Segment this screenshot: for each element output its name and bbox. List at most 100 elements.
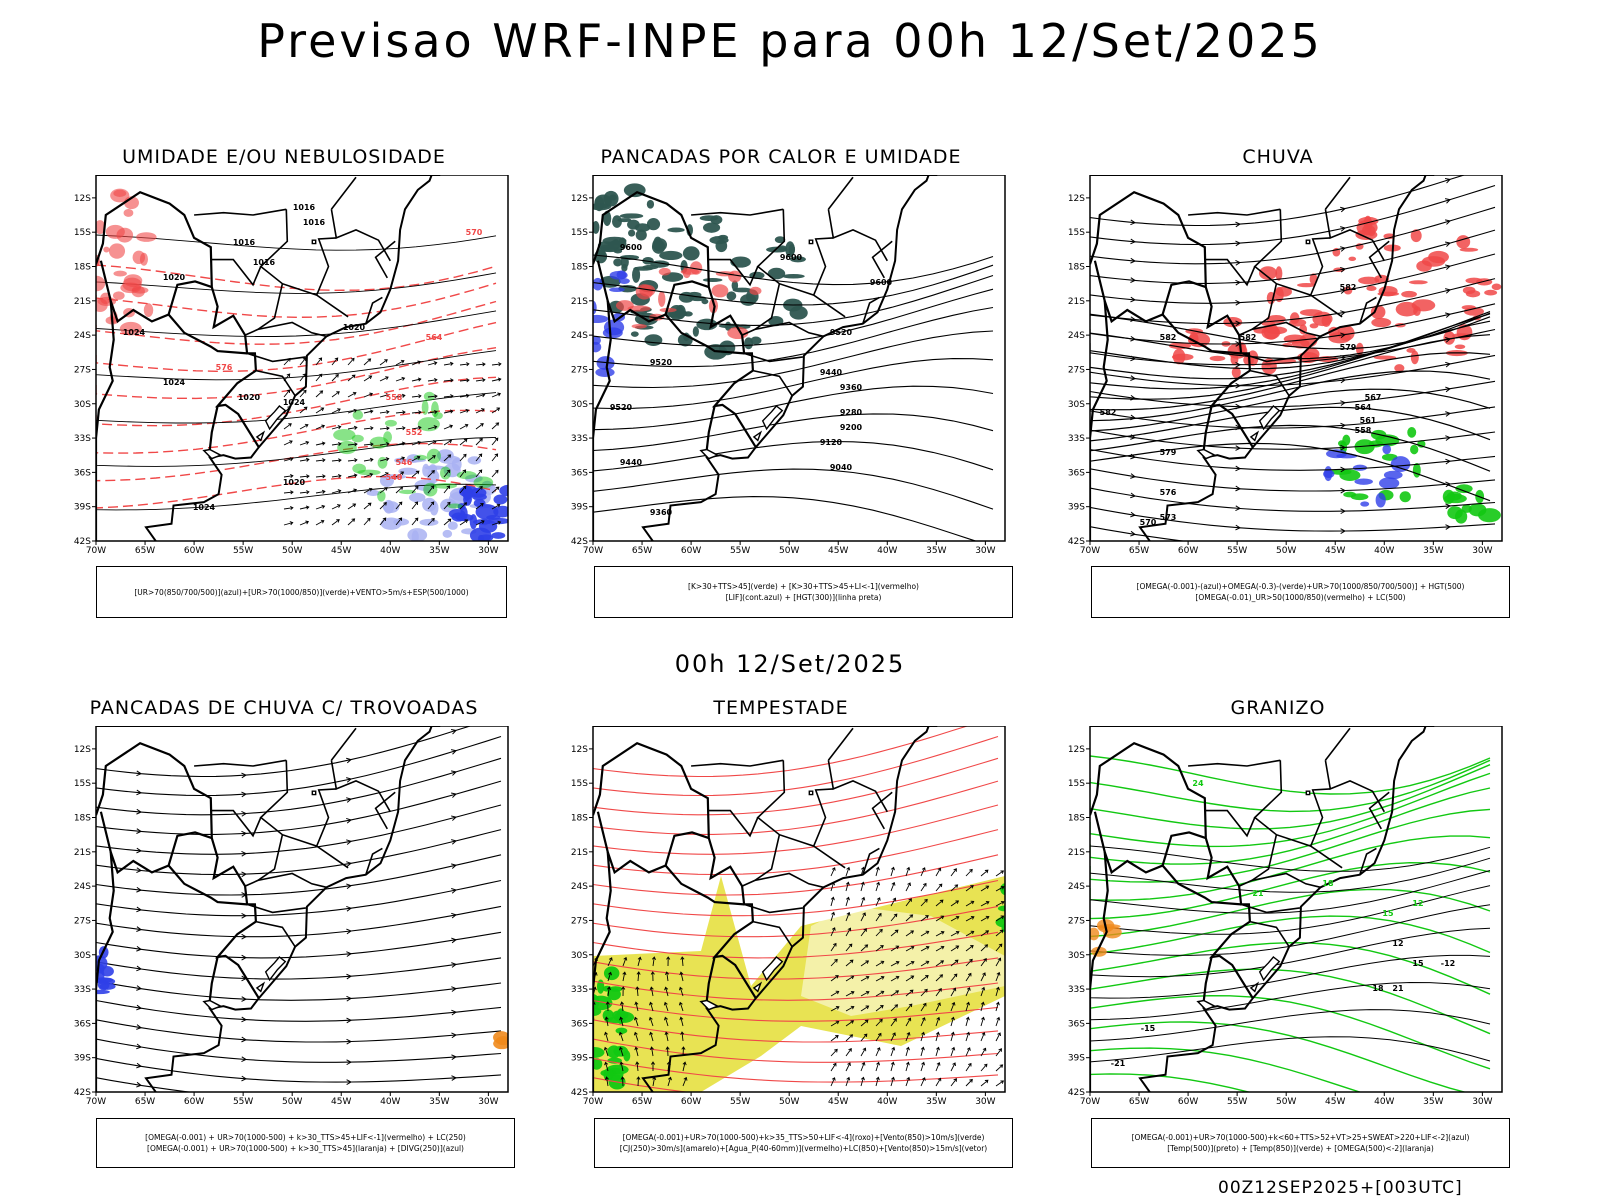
wind-vector [905,945,915,952]
lon-label: 30W [478,1097,498,1106]
wind-vector [680,956,685,967]
shaded-cell [642,264,659,270]
wind-vector [427,377,438,383]
lat-label: 15S [571,228,588,238]
height-contour [1090,352,1491,411]
lat-label: 36S [571,468,588,478]
wind-vector [363,487,373,494]
country-border [96,741,260,999]
map-chuva: 5825825825825795795765735705675645615581… [1068,175,1503,555]
streamline-arrow [346,757,353,764]
shaded-cell [411,530,419,541]
legend-line: [K>30+TTS>45](verde) + [K>30+TTS>45+LI<-… [688,582,919,591]
temp500-contour [1090,1036,1491,1063]
lon-label: 45W [828,1097,848,1106]
streamline [593,829,999,876]
wind-vector [905,898,912,907]
wind-vector [315,519,325,526]
shaded-cell [1410,350,1419,365]
lon-label: 50W [282,546,302,555]
contour-label: 9280 [840,408,863,417]
shaded-cell [728,270,742,283]
wind-vector [443,454,452,462]
lagoon [1249,430,1260,442]
wind-vector [845,911,851,922]
state-border [1359,296,1377,324]
lon-label: 60W [184,546,204,555]
streamline-arrow [136,789,143,796]
shaded-cell [612,215,622,228]
wind-vector [427,409,438,415]
shaded-cell [1291,338,1310,349]
contour-label: 18 [1322,879,1334,888]
state-border [1240,352,1301,363]
streamline-arrow [136,985,143,991]
lon-label: 60W [1178,1097,1198,1106]
country-border [705,956,716,1001]
rio-de-la-plata [1196,448,1217,460]
shaded-cell [423,391,435,401]
contour-label: 567 [1365,393,1382,402]
state-border [1251,321,1321,338]
lat-label: 15S [571,779,588,789]
wind-vector [443,518,452,526]
shaded-cell [1103,926,1122,939]
wind-vector [634,1046,639,1057]
streamline [593,735,999,797]
streamline-arrow [136,1062,143,1069]
wind-vector [283,423,292,430]
shaded-cell [1412,463,1421,478]
state-border [827,209,888,262]
shaded-cell [478,520,498,533]
lat-label: 42S [74,537,91,547]
streamline-arrow [451,770,457,776]
wind-vector [299,505,310,510]
lat-label: 33S [74,434,91,444]
lat-label: 39S [74,1054,91,1064]
state-border [1188,208,1281,216]
wind-vector [860,912,866,922]
wind-vector [875,866,880,877]
lon-label: 60W [681,1097,701,1106]
lat-label: 24S [571,331,588,341]
wind-vector [411,485,419,494]
shaded-cell [785,241,795,258]
shaded-cell [701,298,709,305]
wind-vector [995,986,1000,997]
wind-vector [890,975,900,982]
height-contour [593,306,994,368]
contour-label: 9520 [830,328,853,337]
lat-label: 12S [1068,194,1085,204]
wind-vector [604,1031,609,1042]
streamline-arrow [241,791,248,798]
panel-title: TEMPESTADE [713,697,849,719]
legend-line: [LIF](cont.azul) + [HGT(300)](linha pret… [725,593,882,602]
pressure-contour [96,310,497,337]
wind-vector [649,986,654,997]
lon-label: 45W [1325,1097,1345,1106]
lon-label: 45W [1325,546,1345,555]
panel-title: UMIDADE E/OU NEBULOSIDADE [122,146,446,168]
panel-title: CHUVA [1242,146,1314,168]
wind-vector [664,1031,669,1042]
wind-vector [920,1002,927,1012]
shaded-cell [1442,489,1455,504]
panel-umidade: UMIDADE E/OU NEBULOSIDADE 1016 1016 1016 10… [54,146,514,626]
contour-label: 576 [216,363,233,372]
wind-vector [860,1005,870,1012]
state-border [1253,209,1343,318]
shaded-cell [1401,290,1417,298]
temp850-contour [1090,759,1491,813]
streamline-arrow [241,933,248,940]
wind-vector [845,1076,851,1087]
temp850-contour [1090,941,1491,995]
pressure-contour [96,272,497,294]
wind-vector [935,1002,941,1012]
streamline-arrow [1340,332,1347,339]
map-content: 24 21 18 15 12 12 15 18 21 -12 -15 -21 [1090,726,1491,1092]
shaded-cell [1352,464,1368,471]
wind-vector [395,441,406,446]
streamline-arrow [450,729,457,735]
shaded-cell [105,224,125,239]
